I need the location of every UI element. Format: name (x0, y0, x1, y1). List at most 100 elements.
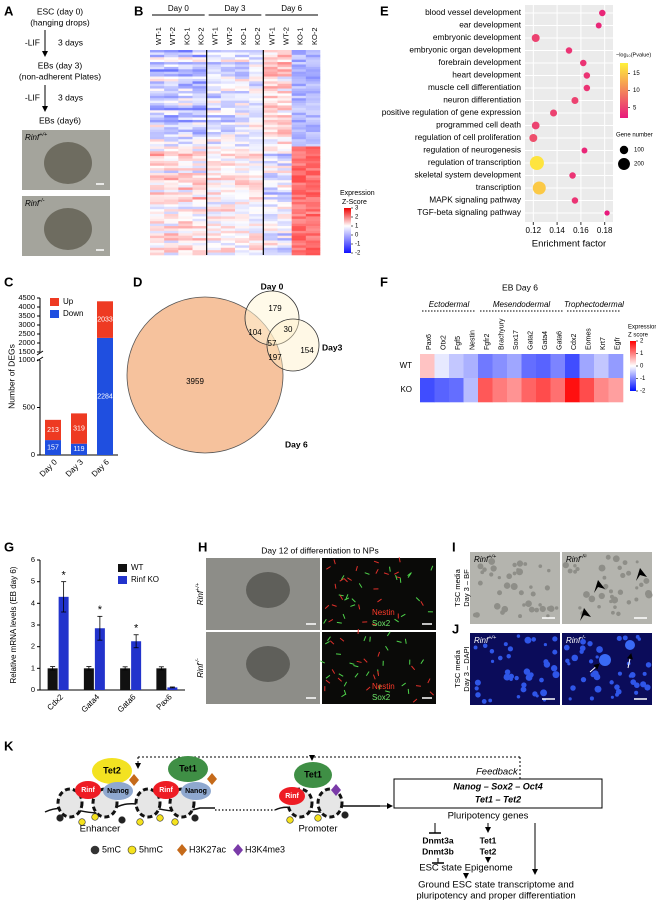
cell (599, 593, 605, 599)
panel-letter: I (452, 539, 456, 554)
heatmap-cell (263, 183, 277, 186)
heatmap-cell (150, 149, 164, 152)
heatmap-cell (164, 113, 178, 116)
heatmap-cell (235, 137, 249, 140)
heatmap-cell (263, 245, 277, 248)
term-label: muscle cell differentiation (428, 82, 521, 92)
nucleus (587, 641, 592, 646)
heatmap-cell (292, 161, 306, 164)
label: Day 3 (225, 4, 246, 13)
heatmap-cell (263, 132, 277, 135)
heatmap-cell (164, 238, 178, 241)
heatmap-cell (193, 89, 207, 92)
label: Tet1 (304, 769, 322, 779)
heatmap-cell (249, 224, 263, 227)
heatmap-cell (193, 197, 207, 200)
y-tick-label: 0 (31, 450, 35, 459)
heatmap-cell (278, 144, 292, 147)
cell (635, 586, 638, 589)
heatmap-cell (306, 212, 320, 215)
x-tick-label: Gata6 (116, 692, 138, 714)
heatmap-cell (178, 154, 192, 157)
nucleus (590, 696, 594, 700)
heatmap-cell (249, 91, 263, 94)
axis-title: Number of DEGs (6, 344, 16, 409)
heatmap-cell (235, 197, 249, 200)
label: H3K4me3 (245, 844, 285, 854)
label: -1 (355, 242, 361, 248)
heatmap-cell (292, 132, 306, 135)
heatmap-cell (164, 173, 178, 176)
heatmap-cell (249, 207, 263, 210)
heatmap-cell (164, 72, 178, 75)
legend-mark (233, 844, 243, 856)
label: 5 (633, 105, 637, 111)
heatmap-cell (207, 221, 221, 224)
heatmap-cell (193, 55, 207, 58)
heatmap-cell (278, 221, 292, 224)
heatmap-cell (249, 161, 263, 164)
heatmap-cell (249, 57, 263, 60)
term-label: transcription (476, 182, 522, 192)
heatmap-cell (207, 241, 221, 244)
heatmap-cell (178, 183, 192, 186)
heatmap-cell (193, 221, 207, 224)
y-tick-label: 1500 (18, 347, 35, 356)
cell (482, 567, 486, 571)
heatmap-cell (235, 127, 249, 130)
heatmap-cell (249, 74, 263, 77)
heatmap-cell (235, 178, 249, 181)
heatmap-cell (306, 219, 320, 222)
heatmap-cell (221, 101, 235, 104)
heatmap-cell (249, 62, 263, 65)
heatmap-cell (193, 91, 207, 94)
cell (623, 560, 628, 565)
value-label: 2033 (97, 316, 113, 323)
heatmap-cell (164, 101, 178, 104)
term-label: TGF-beta signaling pathway (417, 207, 522, 217)
heatmap-cell (207, 60, 221, 63)
heatmap-cell (150, 173, 164, 176)
heatmap-cell (306, 132, 320, 135)
heatmap-cell (164, 192, 178, 195)
y-tick-label: 5 (31, 577, 35, 586)
nucleus (539, 678, 544, 683)
heatmap-cell (178, 108, 192, 111)
heatmap-cell (235, 130, 249, 133)
label: 0 (355, 233, 359, 239)
heatmap-cell (235, 144, 249, 147)
heatmap-cell (207, 233, 221, 236)
heatmap-cell (150, 101, 164, 104)
heatmap-cell (178, 101, 192, 104)
heatmap-cell (221, 212, 235, 215)
heatmap-cell (207, 103, 221, 106)
heatmap-cell (249, 89, 263, 92)
heatmap-cell (235, 103, 249, 106)
heatmap-cell (292, 253, 306, 256)
heatmap-cell (221, 120, 235, 123)
heatmap-cell (178, 173, 192, 176)
heatmap-cell (221, 127, 235, 130)
heatmap-cell (178, 77, 192, 80)
heatmap-cell (235, 134, 249, 137)
heatmap-cell (292, 91, 306, 94)
heatmap-cell (263, 200, 277, 203)
heatmap-cell (150, 55, 164, 58)
heatmap-cell (150, 214, 164, 217)
genotype-label: Rinf+/+ (195, 582, 205, 605)
heatmap-cell (292, 173, 306, 176)
heatmap-cell (150, 84, 164, 87)
heatmap-cell (221, 245, 235, 248)
heatmap-cell (306, 62, 320, 65)
heatmap-cell (263, 226, 277, 229)
heatmap-cell (278, 233, 292, 236)
heatmap-cell (292, 113, 306, 116)
embryoid-body (44, 208, 92, 250)
heatmap-cell (150, 134, 164, 137)
heatmap-cell (249, 118, 263, 121)
heatmap-cell (249, 77, 263, 80)
label: Tet1 – Tet2 (475, 794, 521, 804)
term-label: ear development (459, 20, 522, 30)
heatmap-cell (278, 241, 292, 244)
nucleus (609, 680, 613, 684)
